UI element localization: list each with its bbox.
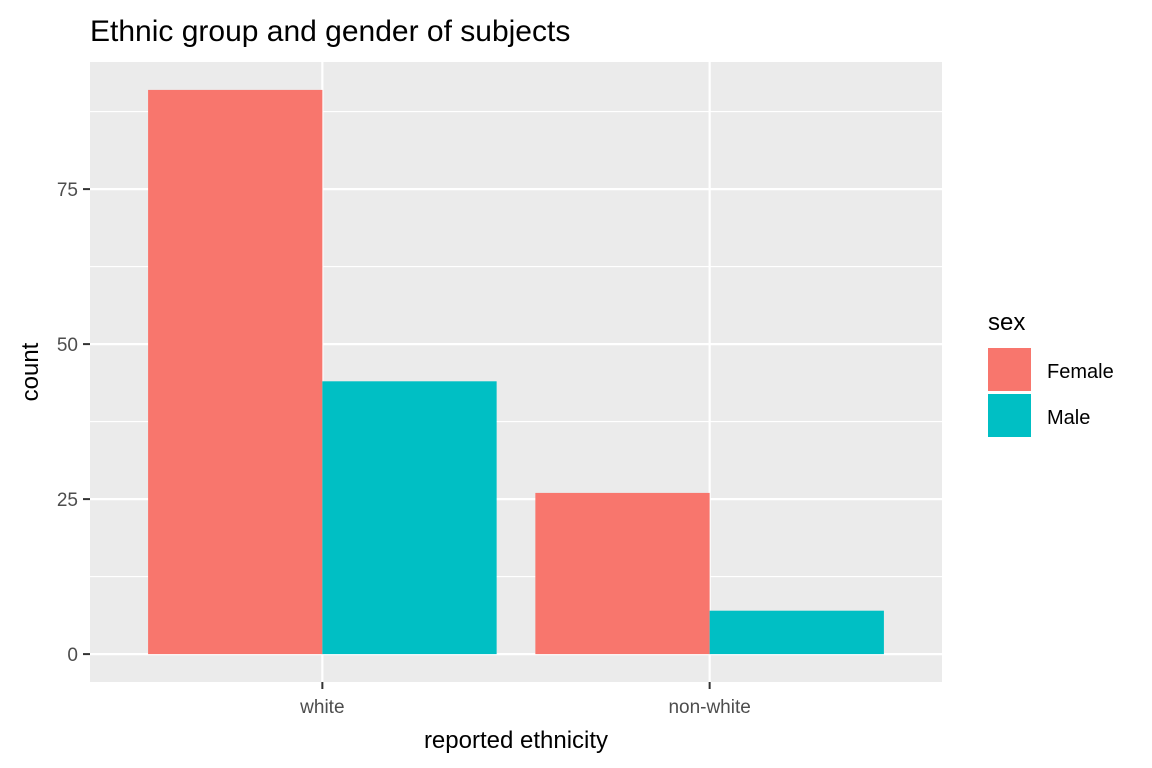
- legend: sex Female Male: [988, 309, 1114, 437]
- legend-items: Female Male: [988, 348, 1114, 437]
- legend-key-female: [988, 348, 1031, 391]
- legend-key-male: [988, 394, 1031, 437]
- legend-label-female: Female: [1047, 361, 1114, 383]
- x-tick-label: white: [299, 697, 344, 718]
- bar-male-non-white: [709, 610, 884, 655]
- y-axis-title: count: [17, 342, 44, 401]
- y-tick-label: 75: [57, 180, 78, 201]
- y-tick-label: 50: [57, 335, 78, 356]
- x-axis-title: reported ethnicity: [424, 727, 608, 754]
- y-axis: 0 25 50 75: [57, 180, 90, 666]
- bar-male-white: [322, 381, 497, 655]
- y-tick-label: 0: [67, 645, 78, 666]
- chart-title: Ethnic group and gender of subjects: [90, 15, 570, 48]
- legend-label-male: Male: [1047, 407, 1090, 429]
- legend-title: sex: [988, 309, 1025, 336]
- bar-female-non-white: [535, 492, 710, 655]
- x-axis: white non-white: [299, 682, 751, 718]
- bar-female-white: [148, 89, 323, 655]
- x-tick-label: non-white: [668, 697, 750, 718]
- bars: [148, 89, 884, 655]
- y-tick-label: 25: [57, 490, 78, 511]
